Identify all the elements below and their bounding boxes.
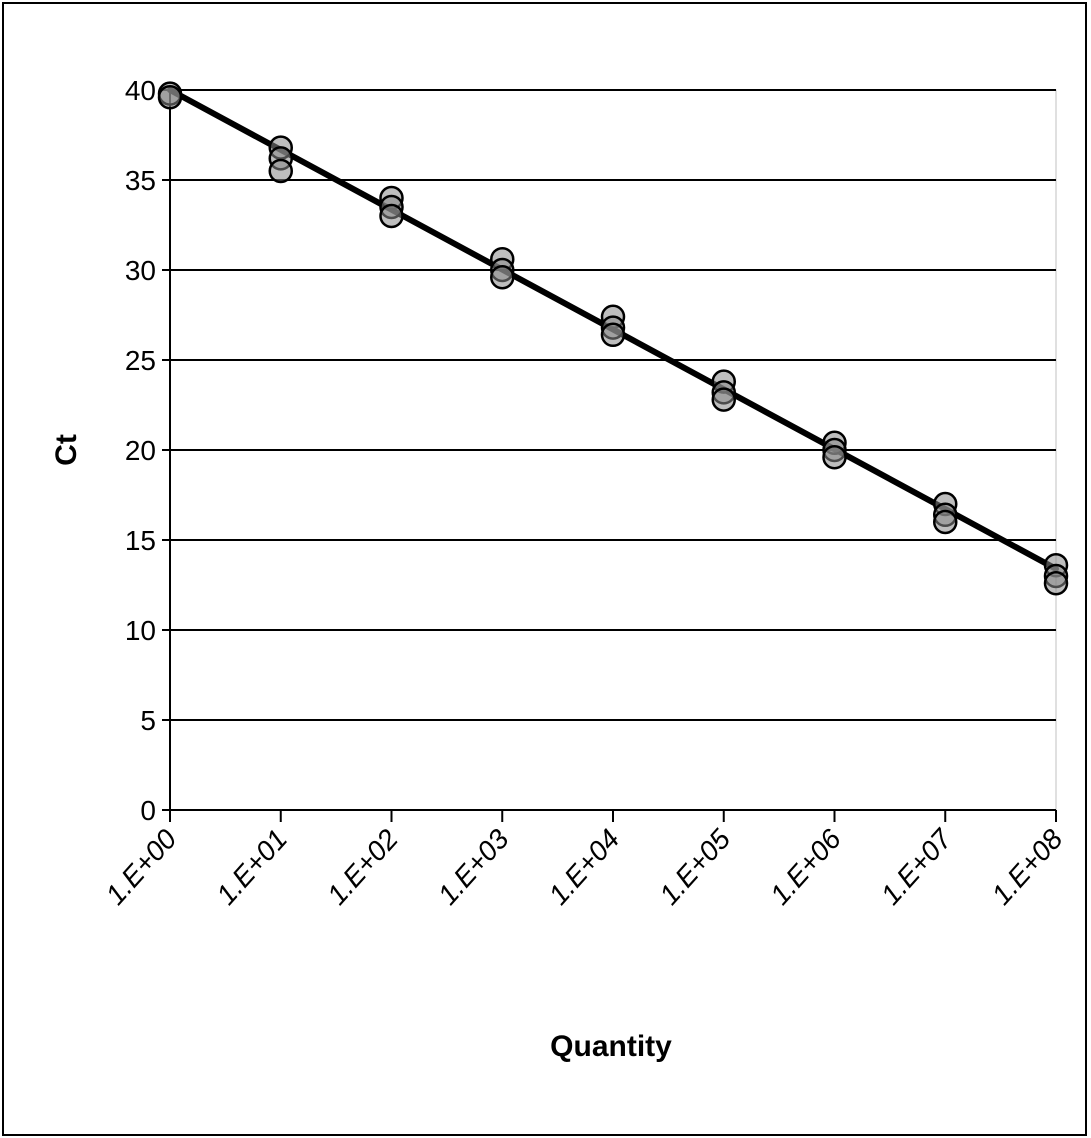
x-tick-label: 1.E+02 xyxy=(321,823,404,911)
data-point xyxy=(822,444,847,470)
y-tick-label: 0 xyxy=(140,795,156,826)
x-tick-label: 1.E+08 xyxy=(986,823,1069,911)
y-tick-label: 35 xyxy=(125,165,156,196)
y-tick-label: 20 xyxy=(125,435,156,466)
y-tick-label: 15 xyxy=(125,525,156,556)
data-point xyxy=(268,158,293,184)
y-tick-label: 40 xyxy=(125,75,156,106)
x-tick-label: 1.E+04 xyxy=(543,823,626,910)
data-point xyxy=(490,264,515,290)
data-point xyxy=(157,84,183,110)
x-tick-label: 1.E+01 xyxy=(210,823,293,910)
chart-canvas: 0 5 10 15 20 25 30 35 40 1.E+00 1.E+01 1.E+02 1.E+03… xyxy=(50,75,1069,1063)
x-tick-label: 1.E+00 xyxy=(100,823,183,911)
data-point xyxy=(600,322,626,348)
y-tick-label: 10 xyxy=(125,615,156,646)
y-tick-label: 30 xyxy=(125,255,156,286)
x-axis-title: Quantity xyxy=(550,1030,672,1063)
y-axis-title: Ct xyxy=(50,434,83,466)
data-point xyxy=(379,203,404,229)
data-point xyxy=(933,509,958,535)
y-tick-label: 25 xyxy=(125,345,156,376)
data-point xyxy=(1043,570,1069,596)
data-point xyxy=(711,387,736,412)
x-tick-label: 1.E+03 xyxy=(432,823,515,911)
x-tick-label: 1.E+06 xyxy=(764,823,847,911)
x-tick-label: 1.E+07 xyxy=(875,822,959,910)
y-tick-label: 5 xyxy=(140,705,156,736)
x-tick-label: 1.E+05 xyxy=(653,823,736,911)
